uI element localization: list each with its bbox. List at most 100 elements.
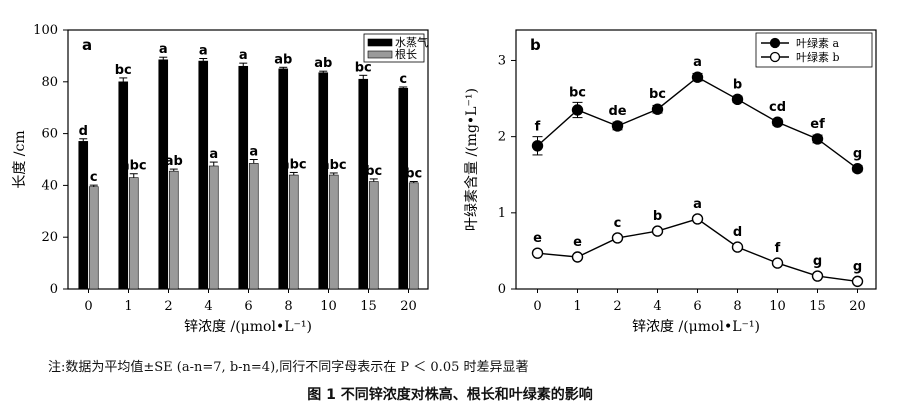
panel-label: b (530, 36, 541, 54)
significance-letter: a (693, 55, 702, 70)
significance-letter: ab (165, 154, 183, 169)
x-tick-label: 8 (284, 299, 292, 314)
significance-letter: bc (115, 63, 132, 78)
y-tick-label: 40 (41, 178, 58, 193)
significance-letter: b (653, 209, 662, 224)
significance-letter: ef (810, 117, 825, 132)
y-tick-label: 3 (498, 53, 506, 68)
significance-letter: a (249, 145, 258, 160)
significance-letter: bc (405, 167, 422, 182)
figure-note: 注:数据为平均值±SE (a-n=7, b-n=4),同行不同字母表示在 P ＜… (48, 360, 529, 375)
x-tick-label: 6 (693, 299, 701, 314)
y-tick-label: 80 (41, 75, 58, 90)
panel-label: a (82, 36, 92, 54)
x-tick-label: 6 (244, 299, 252, 314)
bar (128, 177, 139, 290)
data-point (771, 116, 784, 128)
bar (278, 68, 289, 290)
significance-letter: c (399, 72, 407, 87)
x-tick-label: 2 (164, 299, 172, 314)
significance-letter: b (733, 77, 742, 92)
x-tick-label: 10 (320, 299, 337, 314)
significance-letter: abc (281, 157, 307, 172)
x-tick-label: 20 (400, 299, 417, 314)
data-point (691, 71, 704, 83)
bar (318, 72, 329, 290)
significance-letter: de (608, 104, 626, 119)
x-tick-label: 15 (809, 299, 826, 314)
significance-letter: e (573, 235, 582, 250)
significance-letter: g (853, 147, 862, 162)
legend-label: 根长 (395, 47, 417, 61)
y-axis-label: 叶绿素含量 /(mg•L⁻¹) (464, 88, 480, 231)
x-axis-label: 锌浓度 /(μmol•L⁻¹) (184, 319, 312, 335)
significance-letter: bc (569, 85, 586, 100)
legend-label: 叶绿素 a (796, 36, 839, 50)
y-tick-label: 0 (50, 282, 58, 297)
y-tick-label: 20 (41, 230, 58, 245)
bar (408, 182, 419, 290)
series-line (537, 218, 858, 283)
significance-letter: a (159, 42, 168, 57)
data-point (651, 225, 664, 237)
legend-label: 水蒸气 (395, 35, 428, 49)
significance-letter: c (614, 216, 622, 231)
bar (248, 163, 259, 290)
data-point (651, 103, 664, 115)
data-point (611, 120, 624, 132)
significance-letter: a (199, 43, 208, 58)
legend-swatch (367, 38, 393, 47)
significance-letter: a (209, 147, 218, 162)
x-tick-label: 1 (573, 299, 581, 314)
significance-letter: g (853, 259, 862, 274)
data-point (731, 241, 744, 253)
data-point (811, 133, 824, 145)
significance-letter: ab (314, 56, 332, 71)
legend-swatch (367, 50, 393, 59)
significance-letter: f (775, 241, 781, 256)
data-point (851, 162, 864, 175)
x-axis-label: 锌浓度 /(μmol•L⁻¹) (632, 319, 760, 335)
significance-letter: ab (274, 52, 292, 67)
significance-letter: cd (769, 100, 786, 115)
data-point (851, 275, 864, 288)
x-tick-label: 4 (653, 299, 661, 314)
bar (208, 165, 219, 290)
bar (238, 65, 249, 290)
x-tick-label: 4 (204, 299, 212, 314)
bar (158, 59, 169, 290)
data-point (611, 232, 624, 244)
y-tick-label: 100 (33, 23, 58, 38)
y-tick-label: 2 (498, 130, 506, 145)
data-point (571, 104, 584, 116)
x-tick-label: 0 (533, 299, 541, 314)
y-axis-label: 长度 /cm (12, 130, 28, 188)
x-tick-label: 10 (769, 299, 786, 314)
x-tick-label: 1 (124, 299, 132, 314)
x-tick-label: 0 (84, 299, 92, 314)
legend-marker (769, 37, 781, 49)
bar (198, 60, 209, 290)
data-point (811, 270, 824, 282)
legend-label: 叶绿素 b (796, 50, 840, 64)
panel-b: 0 1 2 3 0 1 2 4 6 8 10 15 20 f bc de bc a b cd ef g e e c b a d f g g b… (464, 29, 877, 335)
significance-letter: f (535, 120, 541, 135)
significance-letter: abc (321, 158, 347, 173)
y-tick-label: 60 (41, 127, 58, 142)
data-point (691, 213, 704, 225)
significance-letter: bc (649, 87, 666, 102)
x-tick-label: 15 (360, 299, 377, 314)
x-tick-label: 20 (849, 299, 866, 314)
legend-marker (769, 51, 781, 63)
significance-letter: bc (355, 60, 372, 75)
y-tick-label: 1 (498, 206, 506, 221)
figure-caption: 图 1 不同锌浓度对株高、根长和叶绿素的影响 (307, 387, 593, 403)
y-tick-label: 0 (498, 282, 506, 297)
significance-letter: abc (121, 159, 147, 174)
significance-letter: g (813, 254, 822, 269)
significance-letter: c (90, 170, 98, 185)
data-point (531, 247, 544, 259)
data-point (571, 251, 584, 263)
